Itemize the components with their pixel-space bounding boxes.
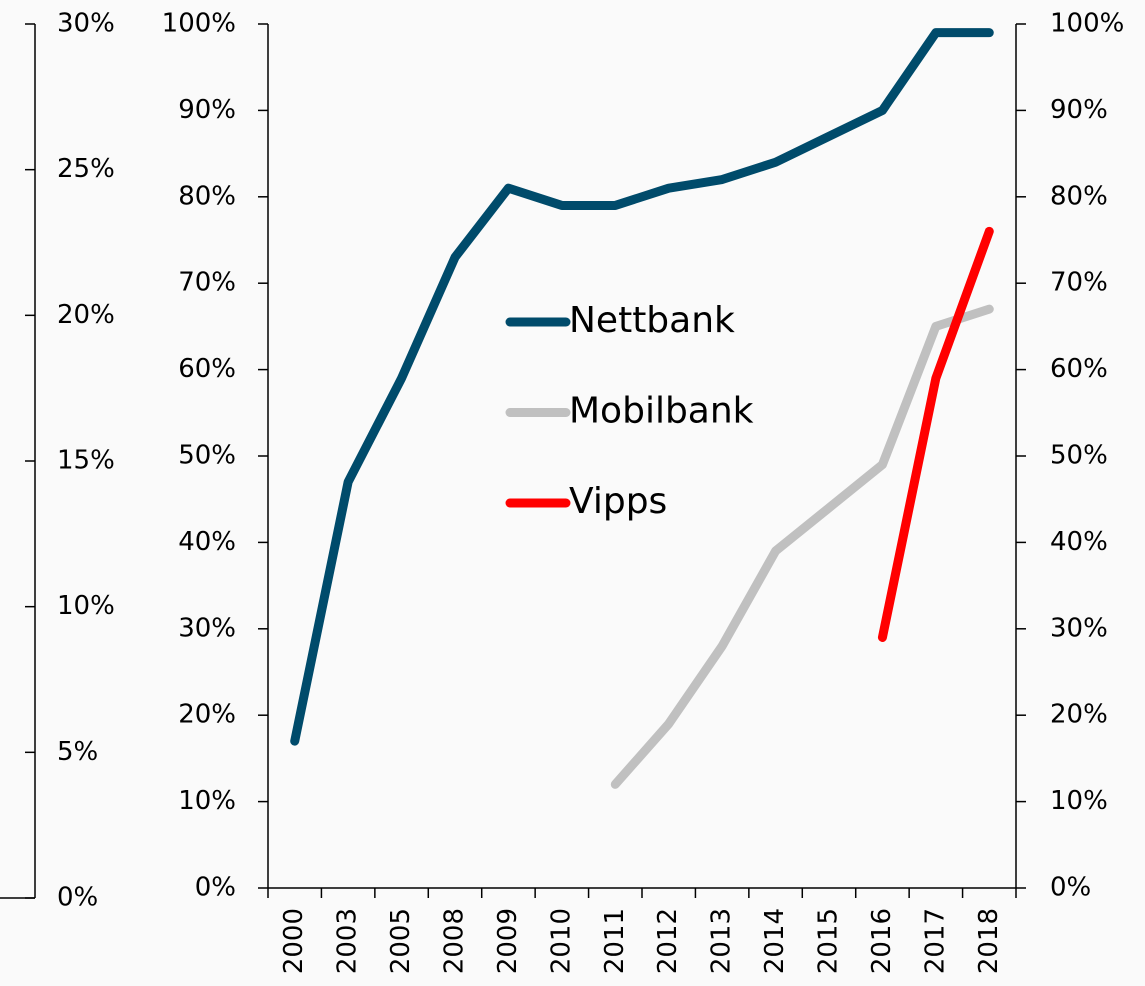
x-tick-label: 2013 [707, 908, 737, 974]
x-tick-label: 2008 [440, 908, 470, 974]
y-tick-label: 50% [178, 441, 236, 471]
y-tick-label: 20% [178, 700, 236, 730]
y-tick-label-right: 60% [1050, 354, 1108, 384]
legend-label: Mobilbank [569, 391, 754, 432]
y2-tick-label: 30% [57, 9, 115, 39]
y-tick-label-right: 70% [1050, 268, 1108, 298]
x-tick-label: 2010 [546, 908, 576, 974]
y-tick-label-right: 0% [1050, 873, 1091, 903]
y-tick-label-right: 40% [1050, 527, 1108, 557]
x-tick-label: 2017 [920, 908, 950, 974]
y-tick-label: 90% [178, 95, 236, 125]
y-tick-label-right: 80% [1050, 181, 1108, 211]
y-tick-label: 10% [178, 786, 236, 816]
y-tick-label: 40% [178, 527, 236, 557]
y-tick-label-right: 20% [1050, 700, 1108, 730]
x-tick-label: 2014 [760, 908, 790, 974]
y-tick-label-right: 30% [1050, 613, 1108, 643]
y-tick-label: 0% [195, 873, 236, 903]
x-tick-label: 2016 [867, 908, 897, 974]
y-tick-label-right: 100% [1050, 9, 1124, 39]
y-tick-label: 60% [178, 354, 236, 384]
y-tick-label: 80% [178, 181, 236, 211]
y2-tick-label: 0% [57, 883, 98, 913]
y2-tick-label: 15% [57, 446, 115, 476]
line-series [290, 28, 994, 746]
legend-label: Nettbank [569, 300, 735, 341]
y-tick-label: 30% [178, 613, 236, 643]
legend-label: Vipps [569, 481, 667, 522]
line-series [610, 304, 994, 789]
y-tick-label-right: 90% [1050, 95, 1108, 125]
y-tick-label: 100% [162, 9, 236, 39]
x-tick-label: 2015 [814, 908, 844, 974]
x-tick-label: 2003 [333, 908, 363, 974]
x-tick-label: 2000 [279, 908, 309, 974]
x-tick-label: 2011 [600, 908, 630, 974]
y-tick-label: 70% [178, 268, 236, 298]
y2-tick-label: 25% [57, 154, 115, 184]
y2-tick-label: 5% [57, 737, 98, 767]
y2-tick-label: 10% [57, 591, 115, 621]
y-tick-label-right: 50% [1050, 441, 1108, 471]
x-tick-label: 2018 [974, 908, 1004, 974]
x-tick-label: 2009 [493, 908, 523, 974]
line-series [877, 226, 994, 642]
y2-tick-label: 20% [57, 300, 115, 330]
x-tick-label: 2012 [653, 908, 683, 974]
x-tick-label: 2005 [386, 908, 416, 974]
y-tick-label-right: 10% [1050, 786, 1108, 816]
